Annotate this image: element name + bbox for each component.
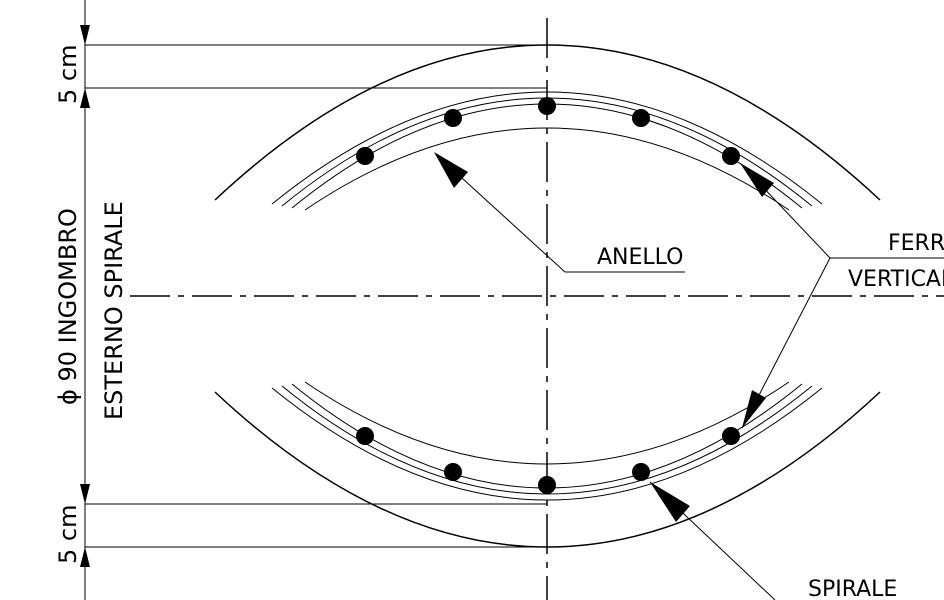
ferri-label-line2: VERTICALI [848,267,944,292]
vertical-bars [356,97,740,494]
bar-dot [632,463,650,481]
bar-dot [356,427,374,445]
diameter-label-line2: ESTERNO SPIRALE [100,201,128,420]
bar-dot [722,427,740,445]
bar-dot [632,109,650,127]
bar-dot [538,476,556,494]
ferri-label-line1: FERRI [888,231,944,256]
dim-top-label: 5 cm [54,45,82,104]
anello-leader [434,152,685,273]
spirale-label: SPIRALE [808,577,897,600]
bar-dot [444,463,462,481]
bar-dot [722,147,740,165]
bar-dot [444,109,462,127]
bar-dot [538,97,556,115]
diameter-label-line1: ϕ 90 INGOMBRO [54,208,82,405]
dimension-lines [80,0,547,600]
ferri-leader [739,162,944,429]
spirale-leader [649,481,776,600]
anello-label: ANELLO [597,245,683,270]
bar-dot [356,147,374,165]
dim-bottom-label: 5 cm [54,505,82,564]
